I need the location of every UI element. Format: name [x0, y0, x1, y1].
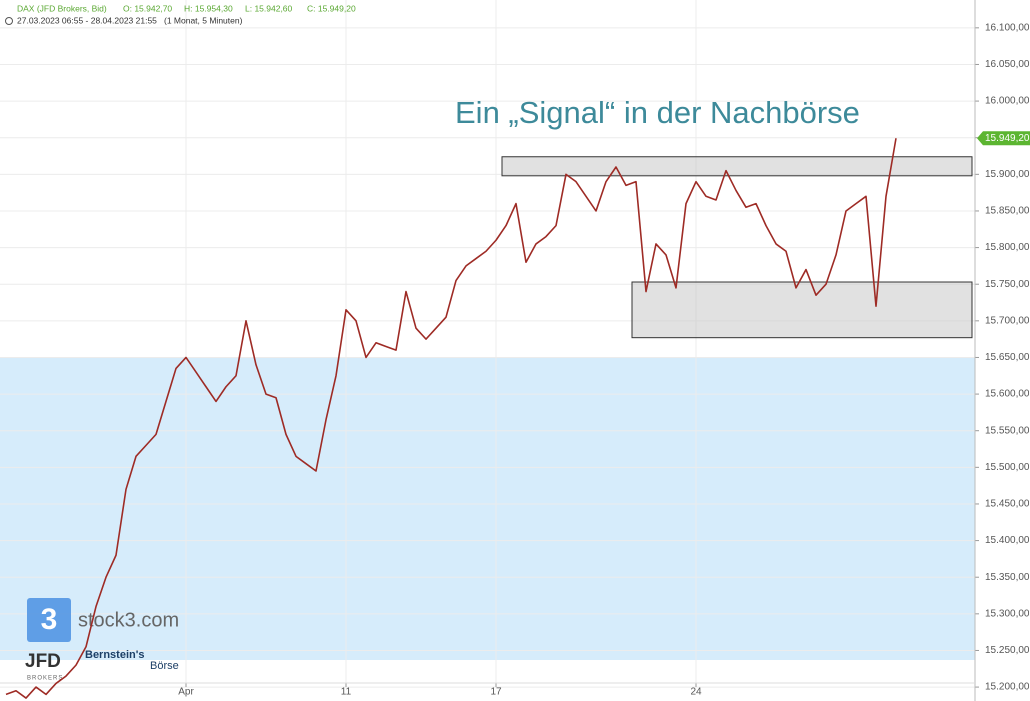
support-band — [0, 357, 975, 660]
instrument: DAX (JFD Brokers, Bid) — [17, 3, 107, 13]
period: (1 Monat, 5 Minuten) — [164, 15, 243, 25]
y-tick-label: 15.850,00 — [985, 206, 1030, 217]
resistance-zone — [501, 156, 973, 177]
date-range: 27.03.2023 06:55 - 28.04.2023 21:55 — [17, 15, 157, 25]
y-tick-label: 15.200,00 — [985, 682, 1030, 693]
y-tick-label: 15.450,00 — [985, 499, 1030, 510]
x-tick-label: 24 — [690, 687, 702, 698]
y-tick-label: 16.050,00 — [985, 59, 1030, 70]
high: H: 15.954,30 — [184, 3, 233, 13]
brand-sub: Börse — [150, 660, 179, 672]
y-tick-label: 15.900,00 — [985, 169, 1030, 180]
y-tick-label: 16.000,00 — [985, 96, 1030, 107]
brand-logo: Bernstein's — [85, 649, 144, 661]
open: O: 15.942,70 — [123, 3, 172, 13]
y-tick-label: 16.100,00 — [985, 22, 1030, 33]
y-tick-label: 15.700,00 — [985, 315, 1030, 326]
background — [0, 0, 975, 688]
broker-logo: JFD — [25, 651, 61, 672]
x-tick-label: 11 — [341, 687, 352, 698]
resistance-zone — [631, 281, 973, 339]
price-line — [5, 138, 897, 699]
low: L: 15.942,60 — [245, 3, 293, 13]
clock-icon — [5, 17, 13, 25]
x-tick-label: 17 — [490, 687, 502, 698]
y-tick-label: 15.250,00 — [985, 645, 1030, 656]
site-logo: stock3.com — [78, 609, 179, 631]
y-tick-label: 15.500,00 — [985, 462, 1030, 473]
y-tick-label: 15.650,00 — [985, 352, 1030, 363]
y-tick-label: 15.800,00 — [985, 242, 1030, 253]
y-tick-label: 15.300,00 — [985, 608, 1030, 619]
annotation: Ein „Signal“ in der Nachbörse — [455, 95, 860, 130]
broker-sub: BROKERS — [27, 676, 63, 682]
close: C: 15.949,20 — [307, 3, 356, 13]
price-badge — [977, 131, 1030, 146]
y-tick-label: 15.600,00 — [985, 389, 1030, 400]
y-tick-label: 15.550,00 — [985, 425, 1030, 436]
logo-mark: 3 — [41, 603, 58, 636]
y-tick-label: 15.350,00 — [985, 572, 1030, 583]
y-tick-label: 15.750,00 — [985, 279, 1030, 290]
logo-box — [27, 598, 71, 642]
x-tick-label: Apr — [178, 687, 194, 698]
y-tick-label: 15.400,00 — [985, 535, 1030, 546]
price-badge-label: 15.949,20 — [985, 133, 1030, 144]
